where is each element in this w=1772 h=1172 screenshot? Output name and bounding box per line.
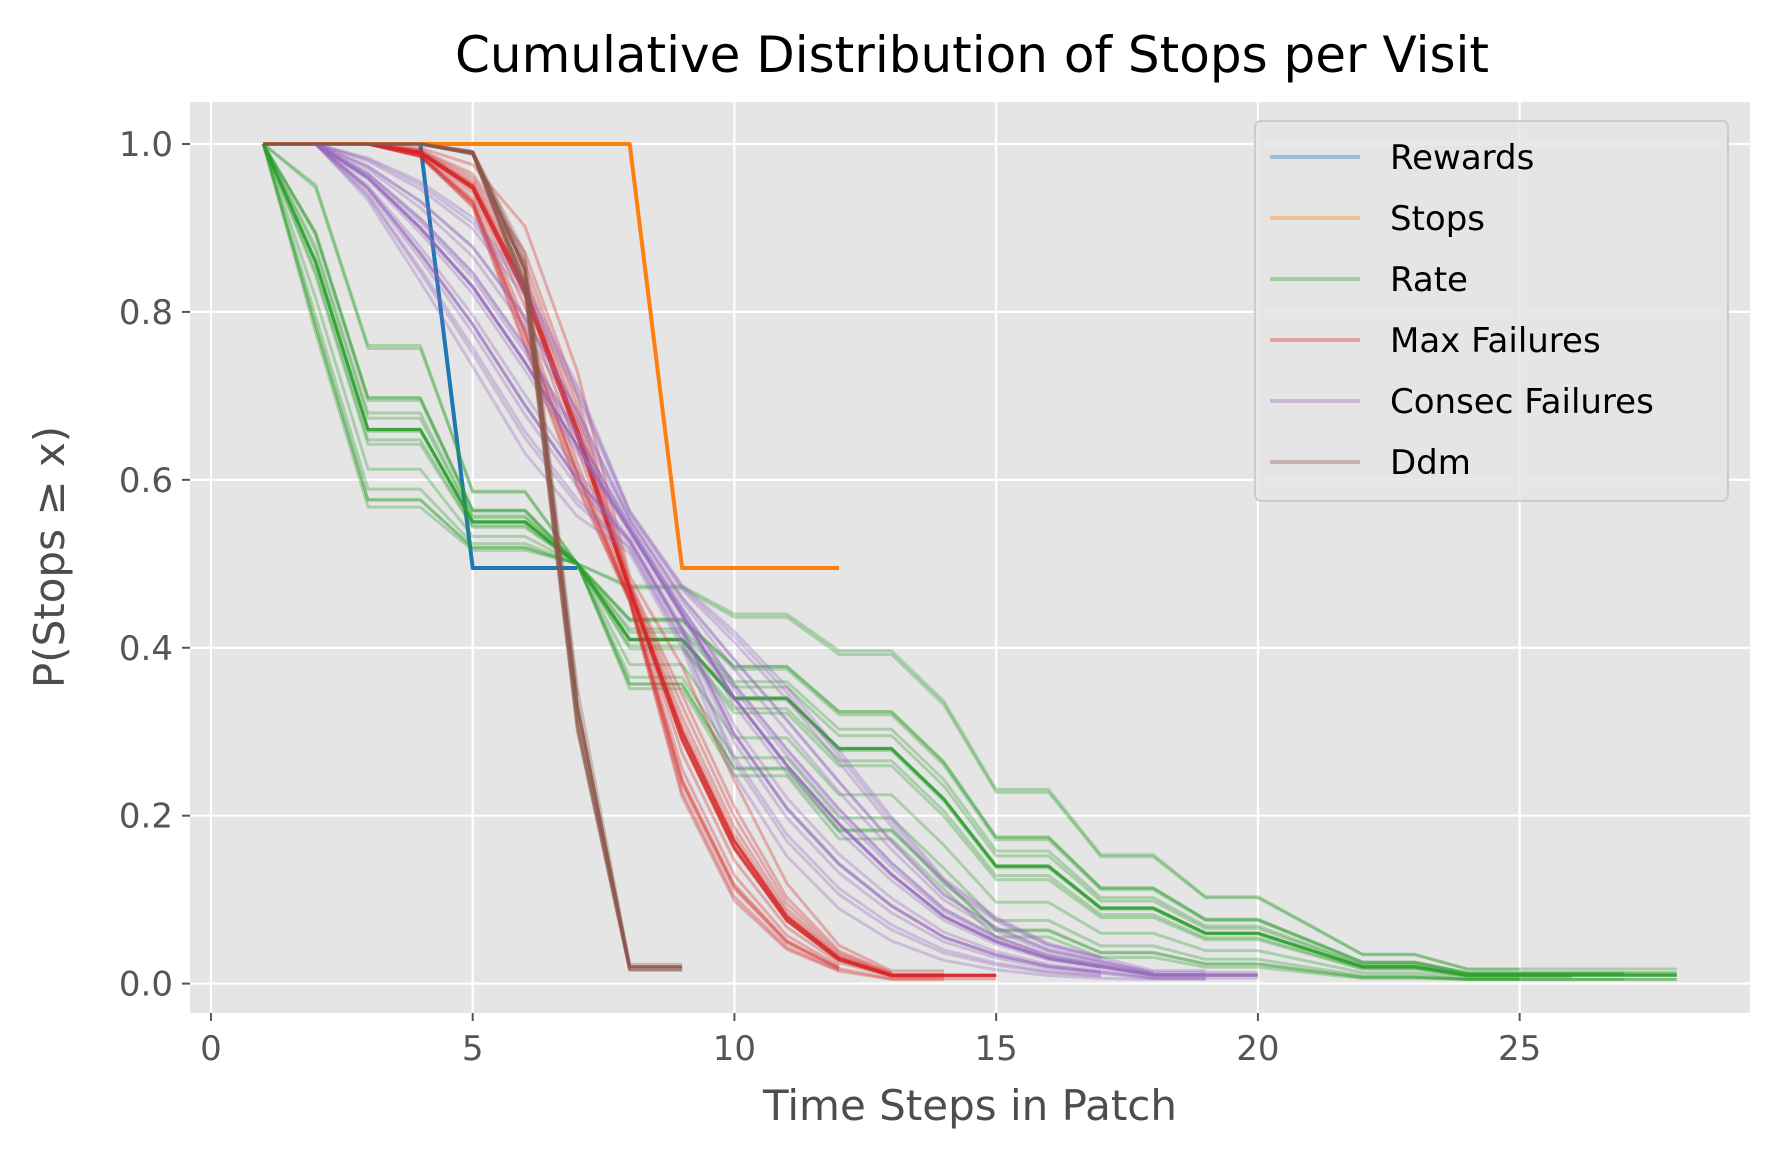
series-replicate-line <box>262 142 1677 971</box>
legend-label: Max Failures <box>1390 321 1601 361</box>
x-tick-label: 15 <box>975 1029 1018 1069</box>
series-max-failures <box>263 142 997 981</box>
x-axis-label: Time Steps in Patch <box>762 1081 1177 1130</box>
series-replicate-line <box>263 142 1102 960</box>
chart-title: Cumulative Distribution of Stops per Vis… <box>455 26 1489 84</box>
y-tick-label: 0.6 <box>119 461 173 501</box>
series-replicate-line <box>262 142 1520 971</box>
x-tick-label: 25 <box>1498 1029 1541 1069</box>
series-replicate-line <box>263 142 1206 979</box>
series-consec-failures <box>263 142 1258 981</box>
series-replicate-line <box>263 142 1206 976</box>
tick-layer: 0 5 10 15 20 25 0.0 0.2 0.4 0.6 0.8 1.0 <box>119 125 1541 1069</box>
series-replicate-line <box>263 142 1102 959</box>
series-replicate-line <box>263 142 1154 975</box>
legend-box <box>1254 120 1729 502</box>
series-replicate-line <box>261 143 1572 978</box>
series-replicate-line <box>261 143 1677 981</box>
y-tick-label: 0.4 <box>119 629 173 669</box>
series-replicate-line <box>261 143 1677 981</box>
series-replicate-line <box>261 143 1520 981</box>
x-tick-label: 20 <box>1236 1029 1279 1069</box>
legend-label: Rewards <box>1390 138 1534 178</box>
y-tick-label: 0.8 <box>119 293 173 333</box>
x-tick-label: 10 <box>713 1029 756 1069</box>
y-tick-label: 0.2 <box>119 797 173 837</box>
series-line <box>263 142 683 969</box>
x-tick-label: 0 <box>200 1029 222 1069</box>
legend-label: Stops <box>1390 199 1485 239</box>
series-replicate-line <box>263 142 1102 974</box>
series-replicate-line <box>263 142 1206 973</box>
series-replicate-line <box>261 143 1677 975</box>
series-replicate-line <box>262 143 1677 975</box>
y-axis-label: P(Stops ≥ x) <box>25 426 74 688</box>
series-line <box>263 142 997 977</box>
series-replicate-line <box>263 142 1102 974</box>
series-replicate-line <box>263 142 1102 977</box>
legend-label: Consec Failures <box>1390 382 1654 422</box>
series-replicate-line <box>263 142 1206 981</box>
series-replicate-line <box>263 142 1258 974</box>
series-replicate-line <box>261 143 1625 976</box>
legend: Rewards Stops Rate Max Failures Consec Failu… <box>1254 120 1729 502</box>
series-replicate-line <box>263 142 1102 978</box>
series-replicate-line <box>263 142 1258 980</box>
series-rate <box>261 142 1677 981</box>
y-tick-label: 0.0 <box>119 965 173 1005</box>
y-tick-label: 1.0 <box>119 125 173 165</box>
series-line <box>263 142 1258 977</box>
legend-label: Rate <box>1390 260 1468 300</box>
series-replicate-line <box>261 143 1625 981</box>
legend-label: Ddm <box>1390 443 1471 483</box>
series-layer <box>261 142 1677 981</box>
series-replicate-line <box>263 142 1206 976</box>
series-replicate-line <box>263 142 1206 980</box>
series-replicate-line <box>261 143 1572 978</box>
series-ddm <box>263 142 683 972</box>
x-tick-label: 5 <box>462 1029 484 1069</box>
series-line <box>261 143 1677 977</box>
series-replicate-line <box>263 142 1154 974</box>
series-replicate-line <box>262 143 1625 975</box>
series-replicate-line <box>261 143 1520 980</box>
